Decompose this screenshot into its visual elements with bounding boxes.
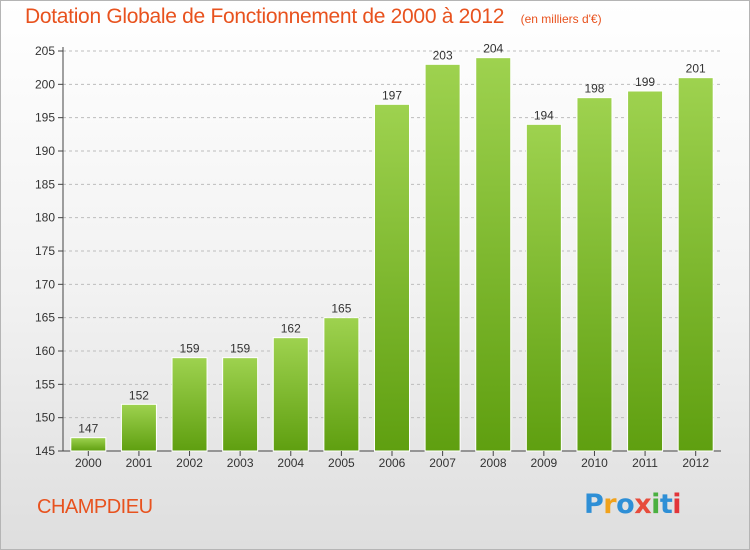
- bar: [272, 337, 309, 452]
- x-tick-label: 2005: [328, 456, 355, 470]
- x-tick-label: 2008: [480, 456, 507, 470]
- bar: [525, 123, 562, 452]
- data-label: 194: [534, 108, 554, 122]
- y-tick-label: 205: [35, 44, 55, 58]
- bar: [424, 63, 461, 452]
- y-tick-label: 160: [35, 344, 55, 358]
- y-tick-label: 180: [35, 211, 55, 225]
- chart-title: Dotation Globale de Fonctionnement de 20…: [25, 5, 505, 28]
- logo-letter: t: [659, 489, 673, 520]
- x-tick-label: 2003: [227, 456, 254, 470]
- data-label: 159: [230, 342, 250, 356]
- y-tick-label: 200: [35, 77, 55, 91]
- data-label: 199: [635, 75, 655, 89]
- logo-letter: i: [651, 489, 660, 520]
- bar: [171, 357, 208, 452]
- commune-name: CHAMPDIEU: [37, 496, 153, 518]
- title-row: Dotation Globale de Fonctionnement de 20…: [25, 5, 602, 29]
- chart-unit: (en milliers d'€): [520, 12, 602, 26]
- y-tick-label: 185: [35, 177, 55, 191]
- x-tick-label: 2007: [429, 456, 456, 470]
- x-tick-label: 2004: [277, 456, 304, 470]
- y-tick-label: 150: [35, 411, 55, 425]
- data-label: 152: [129, 388, 149, 402]
- y-tick-label: 195: [35, 111, 55, 125]
- data-label: 201: [686, 62, 706, 76]
- x-tick-label: 2006: [379, 456, 406, 470]
- y-tick-label: 175: [35, 244, 55, 258]
- y-tick-label: 190: [35, 144, 55, 158]
- bar: [70, 437, 107, 452]
- y-tick-label: 155: [35, 377, 55, 391]
- data-label: 198: [584, 82, 604, 96]
- x-tick-label: 2011: [632, 456, 658, 470]
- data-label: 197: [382, 88, 402, 102]
- logo-letter: i: [672, 489, 682, 520]
- x-tick-label: 2009: [530, 456, 557, 470]
- bar: [120, 403, 157, 452]
- bar: [475, 57, 512, 452]
- bar: [222, 357, 259, 452]
- bar: [323, 317, 360, 452]
- x-tick-label: 2010: [581, 456, 608, 470]
- data-label: 165: [331, 302, 351, 316]
- bar: [374, 103, 410, 452]
- bar: [627, 90, 664, 452]
- bar: [677, 77, 714, 452]
- data-label: 203: [433, 48, 453, 62]
- logo-letter: x: [634, 489, 652, 520]
- x-tick-label: 2000: [75, 456, 102, 470]
- logo-letter: P: [584, 489, 604, 520]
- x-tick-label: 2012: [682, 456, 709, 470]
- y-tick-label: 170: [35, 277, 55, 291]
- logo-letter: r: [603, 489, 617, 520]
- x-tick-label: 2001: [126, 456, 153, 470]
- data-label: 162: [281, 322, 301, 336]
- proxiti-logo[interactable]: Proxiti: [584, 489, 682, 520]
- data-label: 204: [483, 42, 503, 56]
- x-tick-label: 2002: [176, 456, 203, 470]
- y-tick-label: 145: [35, 444, 55, 458]
- data-label: 159: [180, 342, 200, 356]
- bar: [576, 97, 613, 452]
- data-label: 147: [78, 422, 98, 436]
- logo-letter: o: [616, 489, 635, 520]
- y-tick-label: 165: [35, 311, 55, 325]
